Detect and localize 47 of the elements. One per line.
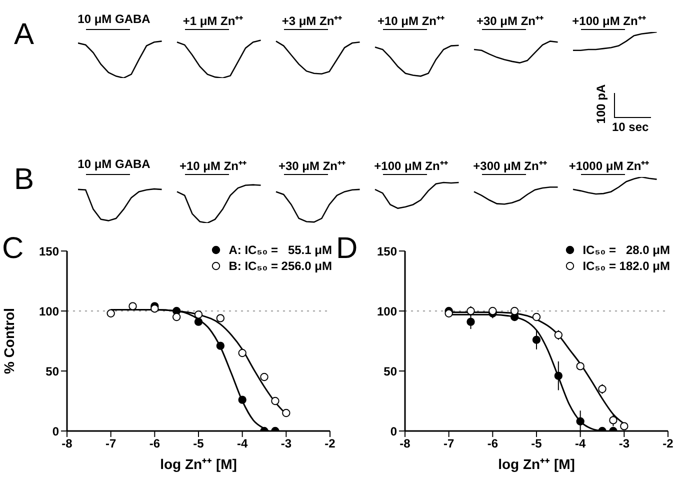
chart-title: B [14,163,34,196]
text: +1 μM Zn⁺⁺ [182,13,244,29]
text: +30 μM Zn⁺⁺ [475,13,545,29]
text: +30 μM Zn⁺⁺ [277,158,347,174]
legend-label: IC₅₀ = 28.0 μM [582,243,670,257]
y-tick-label: 50 [46,364,60,378]
legend-label: IC₅₀ = 182.0 μM [582,259,670,273]
x-tick-label: -4 [574,436,586,451]
x-tick-label: -8 [400,436,411,451]
y-tick-label: 0 [390,424,398,438]
x-tick-label: -8 [62,436,73,451]
y-tick-label: 150 [376,244,398,258]
text: +100 μM Zn⁺⁺ [373,158,449,174]
x-tick-label: -5 [193,436,204,451]
x-tick-label: -4 [236,436,248,451]
text: +10 μM Zn⁺⁺ [178,158,248,174]
x-tick-label: -3 [618,436,630,451]
legend-label: A: IC₅₀ = 55.1 μM [228,243,332,257]
legend-label: B: IC₅₀ = 256.0 μM [228,259,332,273]
y-tick-label: 100 [38,304,60,318]
text: 10 μM GABA [76,12,152,26]
y-tick-label: 100 [376,304,398,318]
text: +10 μM Zn⁺⁺ [376,13,446,29]
x-tick-label: -6 [487,436,498,451]
text: +100 μM Zn⁺⁺ [571,13,647,29]
x-tick-label: -3 [280,436,292,451]
x-axis-title: log Zn⁺⁺ [M] [160,456,237,472]
x-tick-label: -7 [443,436,454,451]
x-tick-label: -6 [149,436,160,451]
x-tick-label: -7 [105,436,116,451]
y-tick-label: 0 [52,424,60,438]
text: 10 sec [612,120,649,134]
x-tick-label: -2 [662,436,674,451]
x-tick-label: -2 [324,436,336,451]
chart-title: A [14,18,34,51]
y-tick-label: 150 [38,244,60,258]
x-tick-label: -5 [531,436,542,451]
y-tick-label: 50 [384,364,398,378]
x-axis-title: log Zn⁺⁺ [M] [498,456,575,472]
chart-title: D [336,232,358,265]
text: 100 pA [594,83,608,126]
text: +300 μM Zn⁺⁺ [472,158,548,174]
chart-title: C [2,232,24,265]
text: +1000 μM Zn⁺⁺ [568,158,650,174]
text: 10 μM GABA [76,157,152,171]
y-axis-title: % Control [0,308,17,374]
text: +3 μM Zn⁺⁺ [280,13,344,29]
